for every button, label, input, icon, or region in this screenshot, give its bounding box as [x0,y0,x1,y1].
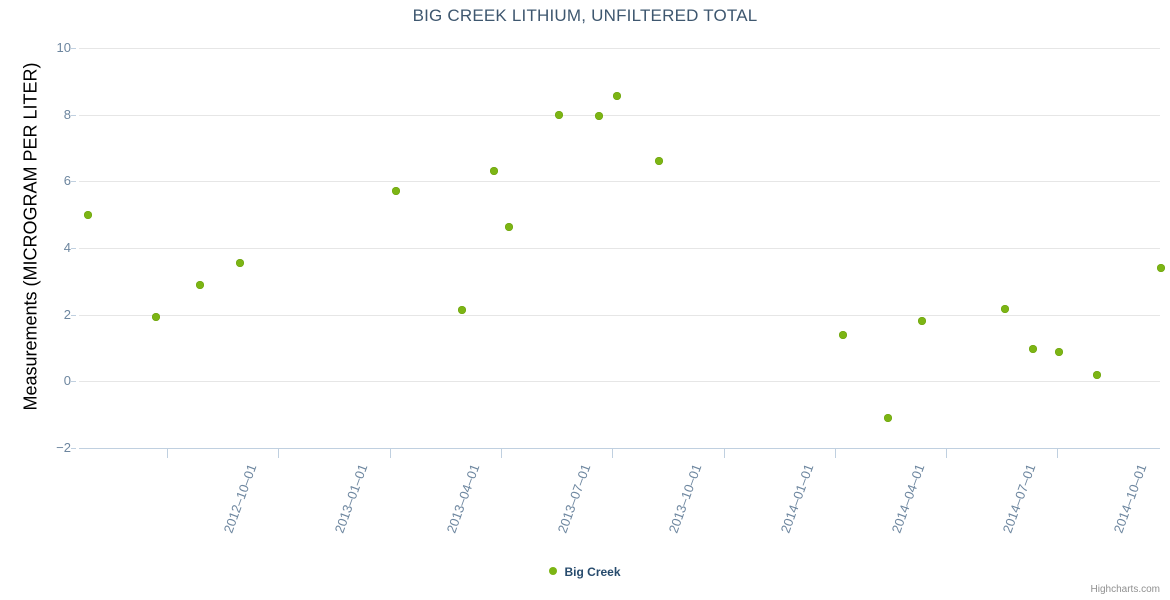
y-axis-tick-mark [71,48,76,49]
gridline [79,381,1160,383]
gridline [79,181,1160,183]
x-axis-tick-mark [278,449,280,458]
x-axis-tick-mark [389,449,391,458]
data-point[interactable] [613,92,622,101]
legend-item-label: Big Creek [564,564,621,579]
chart-title: BIG CREEK LITHIUM, UNFILTERED TOTAL [412,6,758,25]
x-axis-tick-mark [946,449,948,458]
x-axis-tick-mark [500,449,502,458]
y-axis-tick-mark [71,248,76,249]
gridline [79,48,1160,49]
gridline [79,114,1160,116]
x-axis-tick-mark [167,449,168,458]
x-axis-tick-label: 2014–10–01 [1110,462,1150,536]
x-axis-tick-label: 2013–01–01 [331,462,371,536]
y-axis-tick-mark [71,114,76,116]
data-point[interactable] [594,111,603,120]
data-point[interactable] [1001,304,1010,313]
data-point[interactable] [391,187,400,196]
data-point[interactable] [458,305,467,314]
y-axis-tick-label: −2 [56,440,71,455]
y-axis-tick-mark [71,314,76,316]
data-point[interactable] [505,223,514,231]
legend-item-big-creek[interactable]: Big Creek [549,563,621,581]
x-axis-tick-label: 2013–10–01 [665,462,705,536]
plot-area [79,48,1166,448]
x-axis-tick-mark [612,449,614,458]
gridline [79,248,1160,249]
x-axis-line [79,448,1160,449]
y-axis-tick-mark [71,448,76,449]
x-axis-tick-mark [1057,449,1059,458]
x-axis-tick-label: 2014–01–01 [777,462,816,536]
y-axis-tick-label: 10 [56,40,71,55]
x-axis-tick-label: 2013–07–01 [554,462,594,536]
data-point[interactable] [152,313,161,321]
y-axis-tick-label: 4 [63,240,71,255]
data-point[interactable] [839,331,848,340]
y-axis-tick-mark [71,381,76,383]
data-point[interactable] [195,281,204,289]
data-point[interactable] [1093,370,1102,379]
y-axis-tick-labels: 10 8 6 4 2 0 −2 [23,41,71,454]
data-point[interactable] [1054,348,1063,357]
data-point[interactable] [84,210,93,219]
y-axis-tick-label: 6 [63,173,71,189]
x-axis-tick-label: 2014–04–01 [888,462,928,536]
y-axis-tick-mark [71,181,76,183]
data-point[interactable] [489,167,498,176]
data-point[interactable] [884,414,893,423]
data-point[interactable] [235,259,244,267]
legend-marker-icon [549,566,558,575]
x-axis-tick-mark [723,449,725,458]
x-axis-tick-mark [834,449,836,458]
credits-link[interactable]: Highcharts.com [1090,584,1160,595]
data-point[interactable] [917,316,926,325]
data-point[interactable] [655,156,664,165]
y-axis-tick-label: 2 [63,306,71,322]
y-axis-tick-label: 8 [63,106,71,122]
x-axis-tick-label: 2014–07–01 [999,462,1039,536]
data-point[interactable] [1157,264,1166,273]
data-point[interactable] [1029,345,1038,353]
y-axis-tick-label: 0 [63,373,71,389]
data-point[interactable] [554,111,563,120]
x-axis-tick-label: 2012–10–01 [220,462,260,536]
chart-legend: Big Creek [0,563,1170,581]
x-axis-tick-label: 2013–04–01 [443,462,483,536]
gridline [79,314,1160,316]
